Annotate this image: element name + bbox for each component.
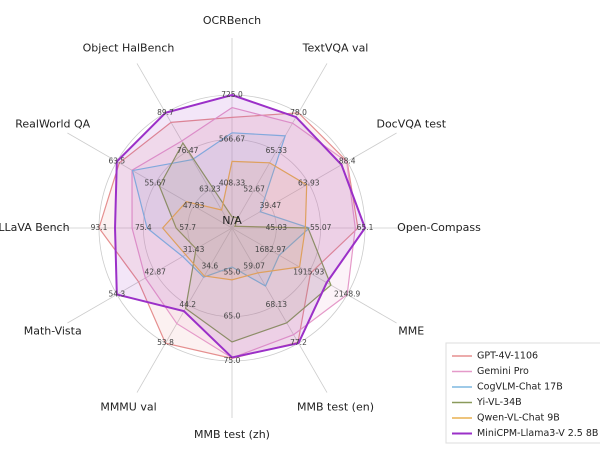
legend-label: Qwen-VL-Chat 9B: [477, 413, 560, 424]
tick-label: 45.03: [266, 223, 288, 232]
tick-label: 63.5: [108, 157, 125, 166]
axis-label: Open-Compass: [397, 221, 481, 234]
spoke: [231, 132, 397, 229]
tick-label: 34.6: [201, 261, 218, 270]
legend-box: [445, 342, 600, 444]
tick-label: 42.87: [144, 267, 166, 276]
axis-label: MMMU val: [100, 400, 156, 413]
tick-label: 2148.9: [334, 290, 360, 299]
axis-label: MMB test (zh): [194, 428, 270, 441]
tick-label: 566.67: [219, 134, 245, 143]
tick-label: 75.0: [224, 356, 241, 365]
tick-label: 65.33: [266, 146, 288, 155]
spoke: [231, 63, 328, 229]
spoke: [67, 132, 233, 229]
legend-label: Gemini Pro: [477, 366, 529, 377]
series-area: [161, 160, 308, 281]
tick-label: 77.2: [290, 338, 307, 347]
tick-label: 55.07: [310, 223, 332, 232]
axis-label: DocVQA test: [376, 118, 446, 131]
legend-label: MiniCPM-Llama3-V 2.5 8B: [477, 428, 598, 439]
tick-label: 63.93: [298, 179, 320, 188]
tick-label: 52.67: [243, 185, 265, 194]
tick-label: 65.1: [357, 223, 374, 232]
tick-label: 1915.93: [293, 267, 324, 276]
tick-label: 76.47: [177, 146, 199, 155]
tick-label: 65.0: [224, 312, 241, 321]
tick-label: 1682.97: [255, 245, 286, 254]
legend-label: GPT-4V-1106: [477, 351, 538, 362]
tick-label: 47.83: [183, 201, 205, 210]
tick-label: 88.4: [339, 157, 356, 166]
axis-label: Math-Vista: [24, 325, 82, 338]
tick-label: 78.0: [290, 108, 307, 117]
tick-label: 55.0: [224, 267, 241, 276]
legend-label: Yi-VL-34B: [476, 397, 522, 408]
tick-label: 59.07: [243, 261, 265, 270]
tick-label: 75.4: [135, 223, 152, 232]
tick-label: 93.1: [91, 223, 108, 232]
center-label: N/A: [222, 214, 242, 227]
legend: GPT-4V-1106 Gemini Pro CogVLM-Chat 17B Yi-V…: [452, 351, 598, 439]
spoke: [67, 227, 233, 324]
series-area: [158, 141, 332, 343]
tick-label: 408.33: [219, 179, 245, 188]
axis-label: LLaVA Bench: [0, 221, 70, 234]
tick-label: 53.8: [157, 338, 174, 347]
legend-label: CogVLM-Chat 17B: [477, 382, 563, 393]
tick-label: 63.23: [199, 185, 221, 194]
series-areas: [98, 93, 367, 359]
axis-label: OCRBench: [203, 14, 261, 27]
spoke: [231, 227, 397, 324]
tick-label: 55.67: [144, 179, 166, 188]
spoke: [231, 227, 328, 393]
axis-label: RealWorld QA: [15, 118, 90, 131]
tick-label: 39.47: [260, 201, 282, 210]
tick-label: 54.3: [108, 290, 125, 299]
axis-label: MMB test (en): [297, 400, 374, 413]
tick-label: 44.2: [179, 300, 196, 309]
axis-label: MME: [398, 325, 424, 338]
tick-label: 68.13: [266, 300, 288, 309]
tick-label: 89.7: [157, 108, 174, 117]
labels: OCRBench TextVQA val DocVQA test Open-Compa…: [0, 14, 481, 441]
tick-label: 31.43: [183, 245, 205, 254]
spoke: [136, 227, 233, 393]
tick-label: 57.7: [179, 223, 196, 232]
axis-label: TextVQA val: [302, 42, 369, 55]
tick-label: 725.0: [221, 90, 243, 99]
axis-label: Object HalBench: [83, 42, 175, 55]
series-area: [114, 93, 367, 359]
